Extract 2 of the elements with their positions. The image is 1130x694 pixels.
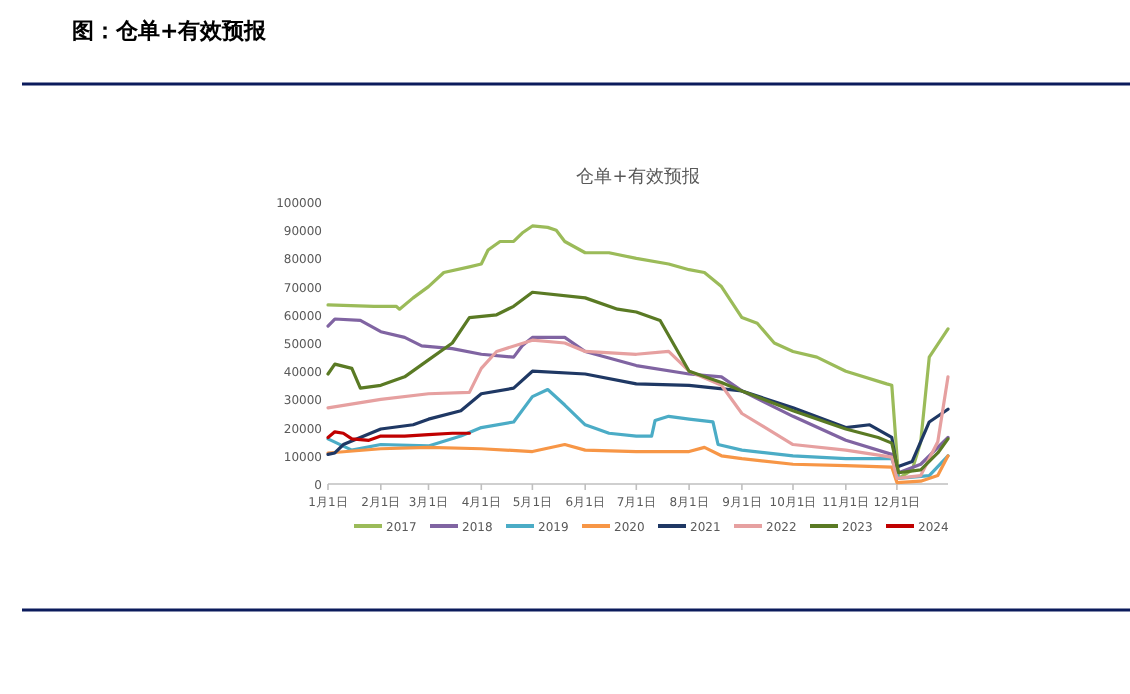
chart-title: 图：仓单+有效预报 [72,18,269,44]
chart-subtitle: 仓单+有效预报 [576,166,700,188]
